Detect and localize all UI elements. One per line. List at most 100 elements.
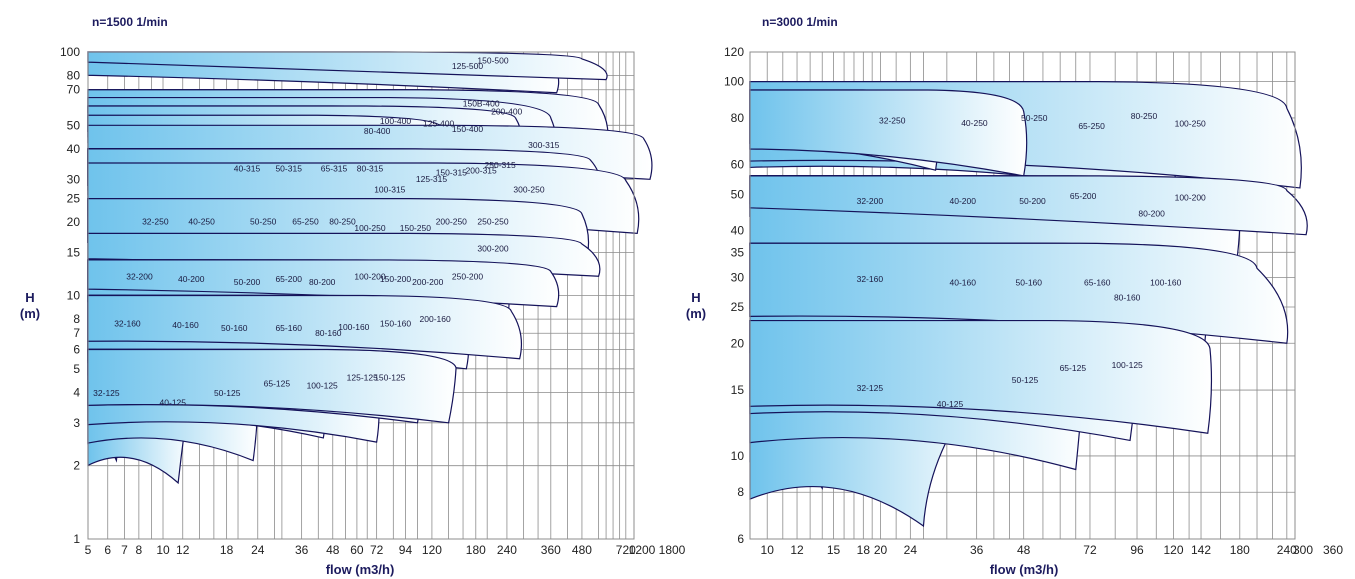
- chart-1500-x-ticks: 5 6 7 8 10 12 18 24 36 48 60 72 94 120 180 240 360 480 720…: [85, 543, 686, 557]
- x-tick-label: 12: [790, 543, 804, 557]
- pump-label: 50-315: [275, 164, 302, 174]
- pump-label: 65-315: [321, 164, 348, 174]
- pump-label: 32-250: [142, 216, 169, 226]
- x-tick-label: 720: [616, 543, 636, 557]
- pump-label: 40-200: [178, 274, 205, 284]
- y-tick-label: 100: [724, 75, 744, 89]
- pump-label: 32-125: [857, 383, 884, 393]
- pump-label: 40-315: [234, 164, 261, 174]
- chart-1500-y-axis-label: H (m): [20, 290, 40, 321]
- y-tick-label: 70: [67, 83, 81, 97]
- chart-1500-title: n=1500 1/min: [92, 15, 168, 29]
- pump-label: 80-200: [309, 277, 336, 287]
- pump-label: 300-200: [477, 243, 508, 253]
- pump-label: 125-400: [423, 118, 454, 128]
- pump-label: 32-200: [126, 272, 153, 282]
- chart-3000: n=3000 1/min 50-250 65-250 80-250 100-250 32…: [686, 15, 1343, 577]
- pump-label: 80-160: [315, 328, 342, 338]
- chart-3000-x-axis-label: flow (m3/h): [990, 562, 1059, 577]
- x-tick-label: 180: [1230, 543, 1250, 557]
- pump-label: 200-160: [420, 314, 451, 324]
- pump-envelope: [749, 242, 1289, 344]
- chart-1500-frame: [87, 51, 635, 540]
- x-tick-label: 5: [85, 543, 92, 557]
- pump-label: 125-315: [416, 174, 447, 184]
- pump-label: 50-160: [221, 323, 248, 333]
- pump-label: 32-160: [114, 318, 141, 328]
- pump-label: 65-125: [1060, 363, 1087, 373]
- x-tick-label: 18: [220, 543, 234, 557]
- pump-label: 32-200: [857, 196, 884, 206]
- y-tick-label: 60: [731, 158, 745, 172]
- x-tick-label: 1200: [629, 543, 656, 557]
- x-tick-label: 18: [857, 543, 871, 557]
- pump-label: 200-400: [491, 107, 522, 117]
- pump-envelope: [749, 175, 1308, 236]
- pump-label: 65-250: [1078, 121, 1105, 131]
- y-tick-label: 80: [731, 111, 745, 125]
- pump-label: 100-125: [307, 380, 338, 390]
- pump-label: 100-200: [354, 272, 385, 282]
- pump-label: 200-315: [466, 165, 497, 175]
- y-tick-label: 20: [731, 336, 745, 350]
- pump-label: 150-200: [380, 274, 411, 284]
- pump-label: 100-200: [1175, 193, 1206, 203]
- y-tick-label: 8: [737, 485, 744, 499]
- pump-label: 100-315: [374, 184, 405, 194]
- pump-label: 80-315: [357, 164, 384, 174]
- pump-label: 80-200: [1138, 208, 1165, 218]
- chart-3000-title: n=3000 1/min: [762, 15, 838, 29]
- y-tick-label: 35: [731, 245, 745, 259]
- y-tick-label: 80: [67, 69, 81, 83]
- pump-label: 100-125: [1112, 360, 1143, 370]
- y-tick-label: 20: [67, 215, 81, 229]
- pump-label: 65-125: [264, 379, 291, 389]
- y-tick-label: 2: [73, 459, 80, 473]
- x-tick-label: 72: [1083, 543, 1097, 557]
- pump-label: 65-160: [1084, 277, 1111, 287]
- pump-envelope: [87, 294, 522, 360]
- y-axis-label-line: (m): [686, 306, 706, 321]
- x-tick-label: 24: [251, 543, 265, 557]
- x-tick-label: 240: [1277, 543, 1297, 557]
- x-tick-label: 360: [1323, 543, 1343, 557]
- chart-3000-y-axis-label: H (m): [686, 290, 706, 321]
- x-tick-label: 20: [874, 543, 888, 557]
- y-tick-label: 50: [67, 118, 81, 132]
- pump-label: 300-315: [528, 140, 559, 150]
- y-tick-label: 1: [73, 532, 80, 546]
- pump-label: 200-250: [436, 216, 467, 226]
- y-tick-label: 100: [60, 45, 80, 59]
- pump-label: 150-125: [374, 372, 405, 382]
- x-tick-label: 10: [761, 543, 775, 557]
- x-tick-label: 36: [970, 543, 984, 557]
- chart-3000-frame: [749, 51, 1296, 540]
- y-tick-label: 25: [67, 192, 81, 206]
- pump-label: 32-125: [93, 388, 120, 398]
- x-tick-label: 48: [1017, 543, 1031, 557]
- pump-label: 40-160: [950, 277, 977, 287]
- pump-label: 250-200: [452, 272, 483, 282]
- y-tick-label: 10: [731, 449, 745, 463]
- x-tick-label: 15: [827, 543, 841, 557]
- x-tick-label: 60: [350, 543, 364, 557]
- pump-label: 40-125: [937, 399, 964, 409]
- x-tick-label: 8: [136, 543, 143, 557]
- y-tick-label: 6: [73, 343, 80, 357]
- y-tick-label: 8: [73, 312, 80, 326]
- pump-label: 150-250: [400, 223, 431, 233]
- x-tick-label: 24: [904, 543, 918, 557]
- x-tick-label: 1800: [659, 543, 686, 557]
- y-tick-label: 30: [67, 172, 81, 186]
- x-tick-label: 10: [156, 543, 170, 557]
- y-tick-label: 25: [731, 300, 745, 314]
- y-axis-label-line: (m): [20, 306, 40, 321]
- pump-label: 50-125: [1012, 375, 1039, 385]
- pump-label: 80-250: [1131, 111, 1158, 121]
- y-axis-label-line: H: [25, 290, 34, 305]
- x-tick-label: 142: [1191, 543, 1211, 557]
- x-tick-label: 94: [399, 543, 413, 557]
- pump-label: 32-250: [879, 116, 906, 126]
